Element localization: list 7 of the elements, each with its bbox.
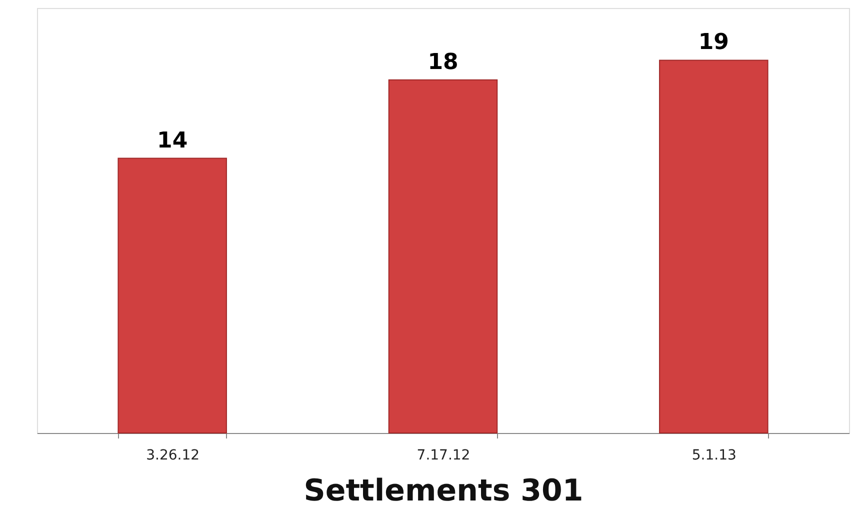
x-tick-label: 7.17.12 — [416, 448, 470, 464]
data-label: 18 — [428, 50, 458, 75]
data-label: 19 — [698, 30, 729, 56]
data-label: 14 — [157, 128, 188, 154]
x-axis-title: Settlements 301 — [304, 474, 584, 508]
x-tick-label: 3.26.12 — [146, 448, 200, 464]
x-tick-label: 5.1.13 — [692, 448, 736, 464]
